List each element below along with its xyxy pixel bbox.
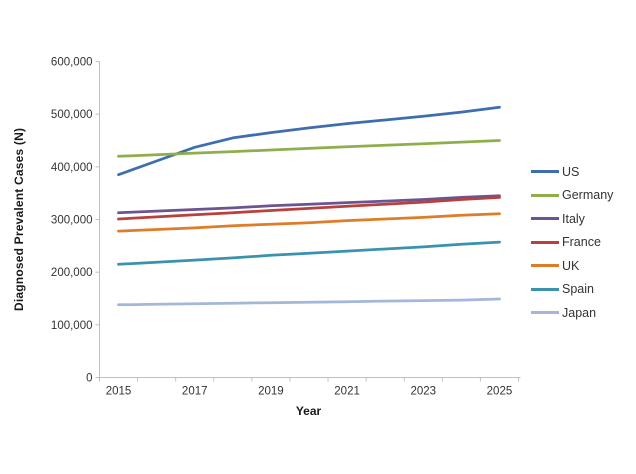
legend-swatch-france (531, 240, 559, 244)
y-tick-label: 500,000 (51, 109, 93, 121)
series-line-italy (117, 194, 501, 215)
x-tick-label: 2023 (410, 386, 436, 398)
legend-swatch-uk (531, 264, 559, 268)
legend-label-spain: Spain (562, 282, 594, 297)
series-line-spain (117, 240, 501, 266)
legend-swatch-japan (531, 311, 559, 315)
legend-label-japan: Japan (562, 305, 597, 320)
legend-item-italy: Italy (531, 207, 613, 231)
legend-label-germany: Germany (562, 188, 614, 203)
legend: US Germany Italy France UK Spain Japan (531, 160, 613, 325)
series-line-us (117, 105, 501, 177)
legend-item-japan: Japan (531, 301, 613, 325)
x-tick-label: 2021 (334, 386, 360, 398)
legend-label-uk: UK (562, 258, 580, 273)
legend-item-uk: UK (531, 254, 613, 278)
legend-label-us: US (562, 164, 580, 179)
series-line-japan (117, 297, 501, 307)
legend-swatch-germany (531, 193, 559, 197)
y-tick-label: 100,000 (51, 320, 93, 332)
legend-item-germany: Germany (531, 184, 613, 208)
legend-swatch-us (531, 170, 559, 174)
y-tick-label: 600,000 (51, 57, 93, 69)
x-tick-label: 2017 (182, 386, 208, 398)
y-tick-label: 400,000 (51, 162, 93, 174)
legend-label-italy: Italy (562, 211, 585, 226)
series-line-germany (117, 139, 501, 158)
legend-item-france: France (531, 231, 613, 255)
legend-item-spain: Spain (531, 278, 613, 302)
y-tick-label: 200,000 (51, 267, 93, 279)
legend-swatch-italy (531, 217, 559, 221)
series-line-france (117, 196, 501, 221)
y-axis-title: Diagnosed Prevalent Cases (N) (12, 127, 26, 312)
x-tick-label: 2015 (106, 386, 132, 398)
x-tick-label: 2019 (258, 386, 284, 398)
series-line-uk (117, 212, 501, 233)
y-tick-label: 0 (86, 373, 92, 385)
legend-item-us: US (531, 160, 613, 184)
legend-swatch-spain (531, 287, 559, 291)
legend-label-france: France (562, 235, 601, 250)
x-axis-title: Year (295, 404, 322, 418)
y-tick-label: 300,000 (51, 215, 93, 227)
x-tick-label: 2025 (487, 386, 513, 398)
